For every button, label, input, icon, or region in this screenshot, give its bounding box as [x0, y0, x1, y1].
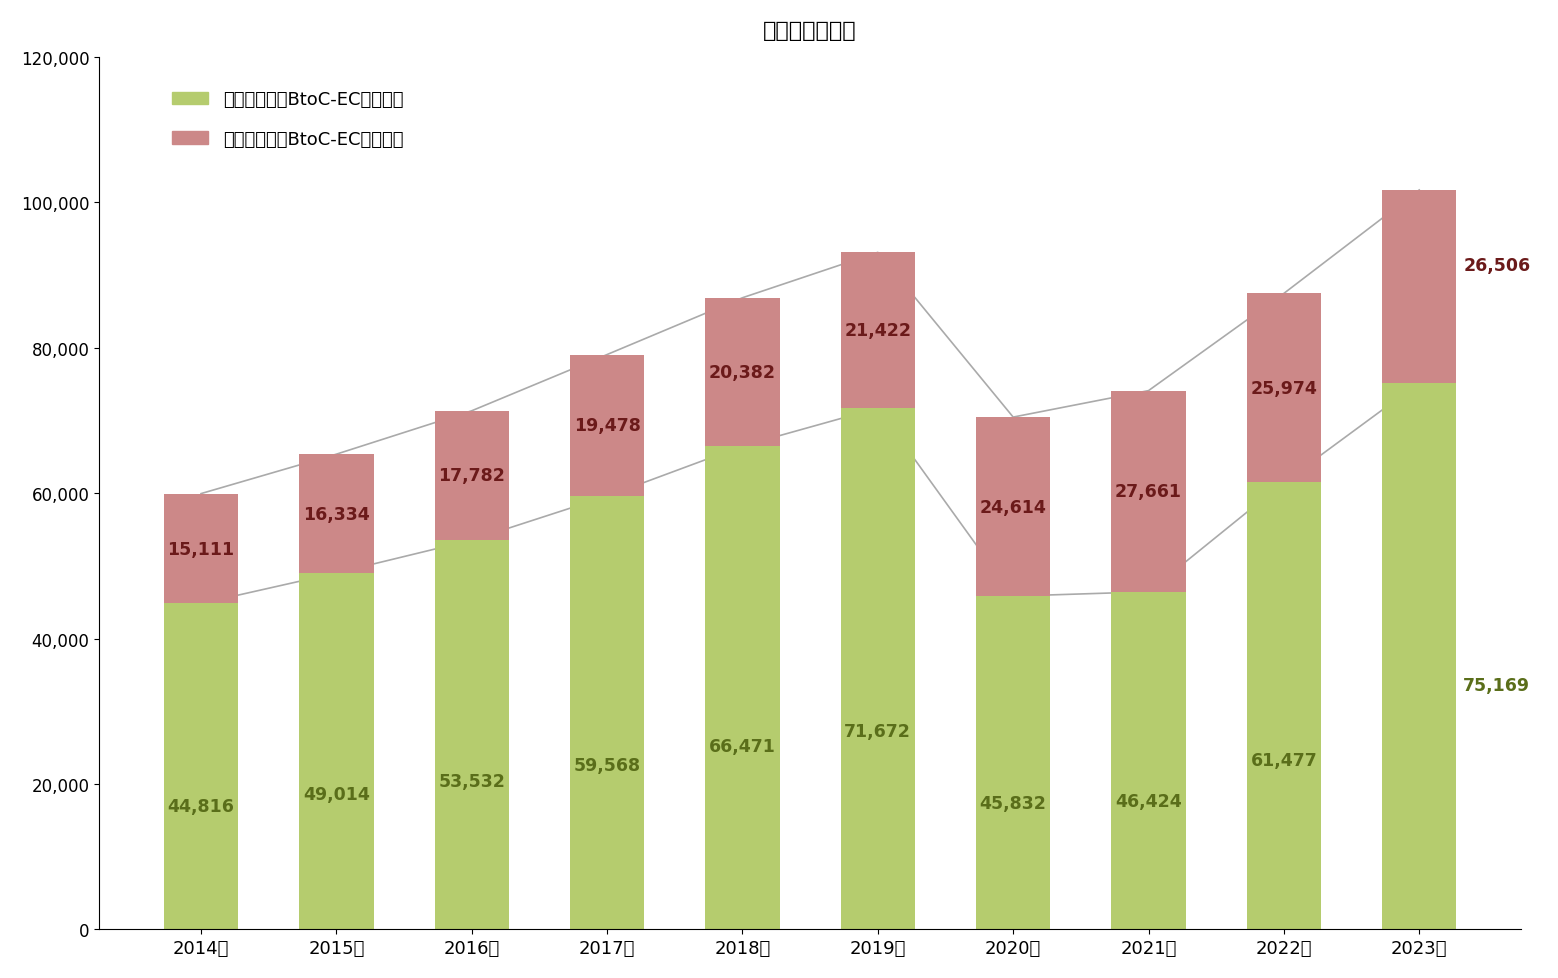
Text: 16,334: 16,334	[302, 505, 369, 523]
Bar	[299, 455, 374, 573]
Bar	[1382, 191, 1457, 383]
Bar	[435, 541, 509, 929]
Text: 24,614: 24,614	[980, 498, 1047, 516]
Bar	[1246, 483, 1321, 929]
Bar	[841, 253, 915, 409]
Bar	[570, 355, 645, 497]
Bar	[570, 497, 645, 929]
Text: 46,424: 46,424	[1116, 792, 1183, 811]
Bar	[706, 298, 779, 447]
Text: 25,974: 25,974	[1251, 379, 1318, 397]
Text: 53,532: 53,532	[438, 773, 505, 790]
Bar	[975, 597, 1050, 929]
Bar	[299, 573, 374, 929]
Bar	[164, 494, 238, 603]
Text: 71,672: 71,672	[844, 723, 911, 740]
Bar	[435, 412, 509, 541]
Text: 15,111: 15,111	[167, 540, 235, 558]
Bar	[975, 418, 1050, 597]
Text: 49,014: 49,014	[302, 785, 369, 803]
Text: 20,382: 20,382	[709, 364, 776, 381]
Text: 26,506: 26,506	[1463, 256, 1530, 274]
Text: 17,782: 17,782	[438, 467, 505, 485]
Text: 21,422: 21,422	[844, 322, 911, 340]
Text: 59,568: 59,568	[573, 756, 640, 774]
Bar	[164, 603, 238, 929]
Text: 44,816: 44,816	[168, 797, 234, 815]
Bar	[1246, 294, 1321, 483]
Bar	[1111, 593, 1186, 929]
Bar	[1111, 391, 1186, 593]
Text: 61,477: 61,477	[1251, 751, 1317, 769]
Text: 66,471: 66,471	[709, 737, 776, 755]
Text: 75,169: 75,169	[1463, 677, 1530, 694]
Title: （単位：億円）: （単位：億円）	[763, 21, 857, 41]
Text: 27,661: 27,661	[1116, 483, 1183, 501]
Bar	[841, 409, 915, 929]
Text: 45,832: 45,832	[980, 794, 1047, 812]
Bar	[1382, 383, 1457, 929]
Text: 19,478: 19,478	[573, 417, 640, 435]
Legend: サービス分野BtoC-EC市場規模, デジタル分野BtoC-EC市場規模: サービス分野BtoC-EC市場規模, デジタル分野BtoC-EC市場規模	[165, 84, 411, 156]
Bar	[706, 447, 779, 929]
